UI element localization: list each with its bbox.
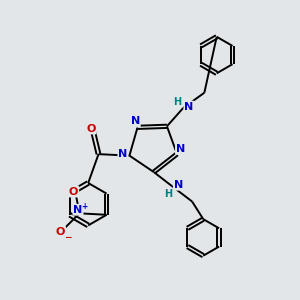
Text: N: N (130, 116, 140, 126)
Text: −: − (64, 233, 71, 242)
Text: O: O (56, 226, 65, 237)
Text: N: N (74, 205, 82, 215)
Text: N: N (174, 180, 183, 190)
Text: N: N (184, 102, 194, 112)
Text: H: H (173, 97, 181, 106)
Text: O: O (69, 187, 78, 196)
Text: +: + (82, 202, 88, 211)
Text: N: N (176, 144, 185, 154)
Text: O: O (86, 124, 95, 134)
Text: H: H (164, 189, 172, 199)
Text: N: N (118, 149, 128, 159)
